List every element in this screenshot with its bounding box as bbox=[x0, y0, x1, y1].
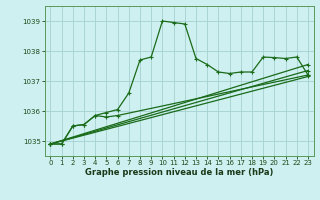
X-axis label: Graphe pression niveau de la mer (hPa): Graphe pression niveau de la mer (hPa) bbox=[85, 168, 273, 177]
